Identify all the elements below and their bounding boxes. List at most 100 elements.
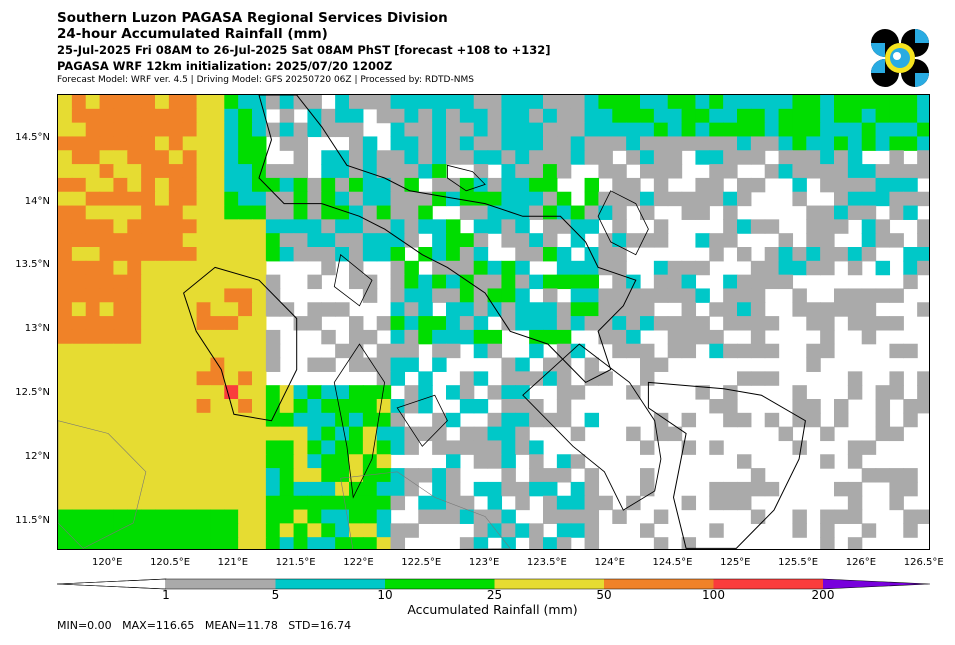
rainfall-cell [543,412,558,428]
rainfall-cell [238,440,253,455]
rainfall-cell [626,108,641,124]
rainfall-cell [792,122,807,138]
rainfall-cell [432,274,447,290]
rainfall-cell [196,468,212,483]
panay-coastline [340,471,511,549]
rainfall-cell [71,371,87,386]
rainfall-cell [265,219,281,234]
rainfall-cell [58,316,73,331]
rainfall-cell [99,509,115,524]
rainfall-cell [58,233,73,248]
rainfall-cell [252,233,267,248]
rainfall-cell [321,357,336,372]
rainfall-cell [390,468,406,483]
rainfall-cell [737,454,752,469]
rainfall-cell [847,136,863,151]
rainfall-cell [626,385,641,400]
rainfall-cell [723,399,738,414]
rainfall-cell [584,537,600,549]
rainfall-cell [321,454,336,469]
rainfall-cell [861,108,877,124]
rainfall-cell [653,136,669,151]
rainfall-cell [265,426,281,442]
rainfall-cell [85,274,101,290]
rainfall-cell [473,219,489,234]
rainfall-cell [182,122,198,138]
rainfall-cell [376,454,392,469]
rainfall-cell [917,164,929,179]
rainfall-cell [335,219,350,234]
rainfall-cell [182,177,198,193]
rainfall-cell [141,523,156,538]
rainfall-cell [875,136,891,151]
rainfall-cell [847,440,863,455]
rainfall-cell [640,468,655,483]
rainfall-cell [168,426,184,442]
rainfall-cell [224,219,239,234]
rainfall-cell [210,537,225,549]
rainfall-cell [487,150,503,165]
rainfall-cell [834,191,849,207]
rainfall-cell [293,426,309,442]
rainfall-cell [543,357,558,372]
rainfall-cell [903,412,918,428]
rainfall-cell [515,177,530,193]
rainfall-cell [238,191,253,207]
rainfall-cell [58,343,73,359]
rainfall-cell [584,288,600,303]
rainfall-cell [903,136,918,151]
rainfall-cell [418,302,433,317]
rainfall-cell [238,481,253,497]
rainfall-cell [141,440,156,455]
rainfall-cell [349,357,364,372]
rainfall-cell [182,426,198,442]
rainfall-cell [168,329,184,345]
rainfall-cell [626,191,641,207]
rainfall-cell [404,122,419,138]
rainfall-cell [543,537,558,549]
rainfall-cell [58,399,73,414]
mindoro-coastline [183,266,298,422]
rainfall-cell [875,219,891,234]
rainfall-cell [432,247,447,262]
rainfall-cell [778,150,794,165]
rainfall-cell [709,343,724,359]
longitude-tick-label: 124°E [594,557,625,568]
rainfall-cell [584,357,600,372]
colorbar-title: Accumulated Rainfall (mm) [407,602,578,617]
rainfall-cell [487,454,503,469]
rainfall-cell [99,177,115,193]
rainfall-cell [279,205,295,220]
rainfall-cell [598,288,613,303]
rainfall-cell [335,399,350,414]
rainfall-cell [321,385,336,400]
rainfall-cell [917,260,929,276]
rainfall-cell [127,412,142,428]
rainfall-cell [737,136,752,151]
rainfall-cell [820,302,835,317]
rainfall-cell [141,481,156,497]
rainfall-cell [182,399,198,414]
rainfall-cell [404,426,419,442]
rainfall-cell [58,385,73,400]
rainfall-cell [459,302,475,317]
rainfall-cell [861,468,877,483]
rainfall-cell [598,122,613,138]
rainfall-cell [723,219,738,234]
rainfall-cell [71,191,87,207]
rainfall-cell [501,316,516,331]
rainfall-cell [238,468,253,483]
rainfall-cell [85,219,101,234]
longitude-tick-label: 121.5°E [275,557,316,568]
rainfall-cell [168,122,184,138]
rainfall-cell [501,177,516,193]
rainfall-cell [362,426,378,442]
rainfall-cell [875,412,891,428]
rainfall-cell [889,164,904,179]
rainfall-cell [903,523,918,538]
rainfall-cell [903,205,918,220]
rainfall-cell [737,150,752,165]
latitude-tick-label: 14°N [24,195,50,207]
rainfall-cell [113,329,128,345]
rainfall-cell [487,95,503,110]
